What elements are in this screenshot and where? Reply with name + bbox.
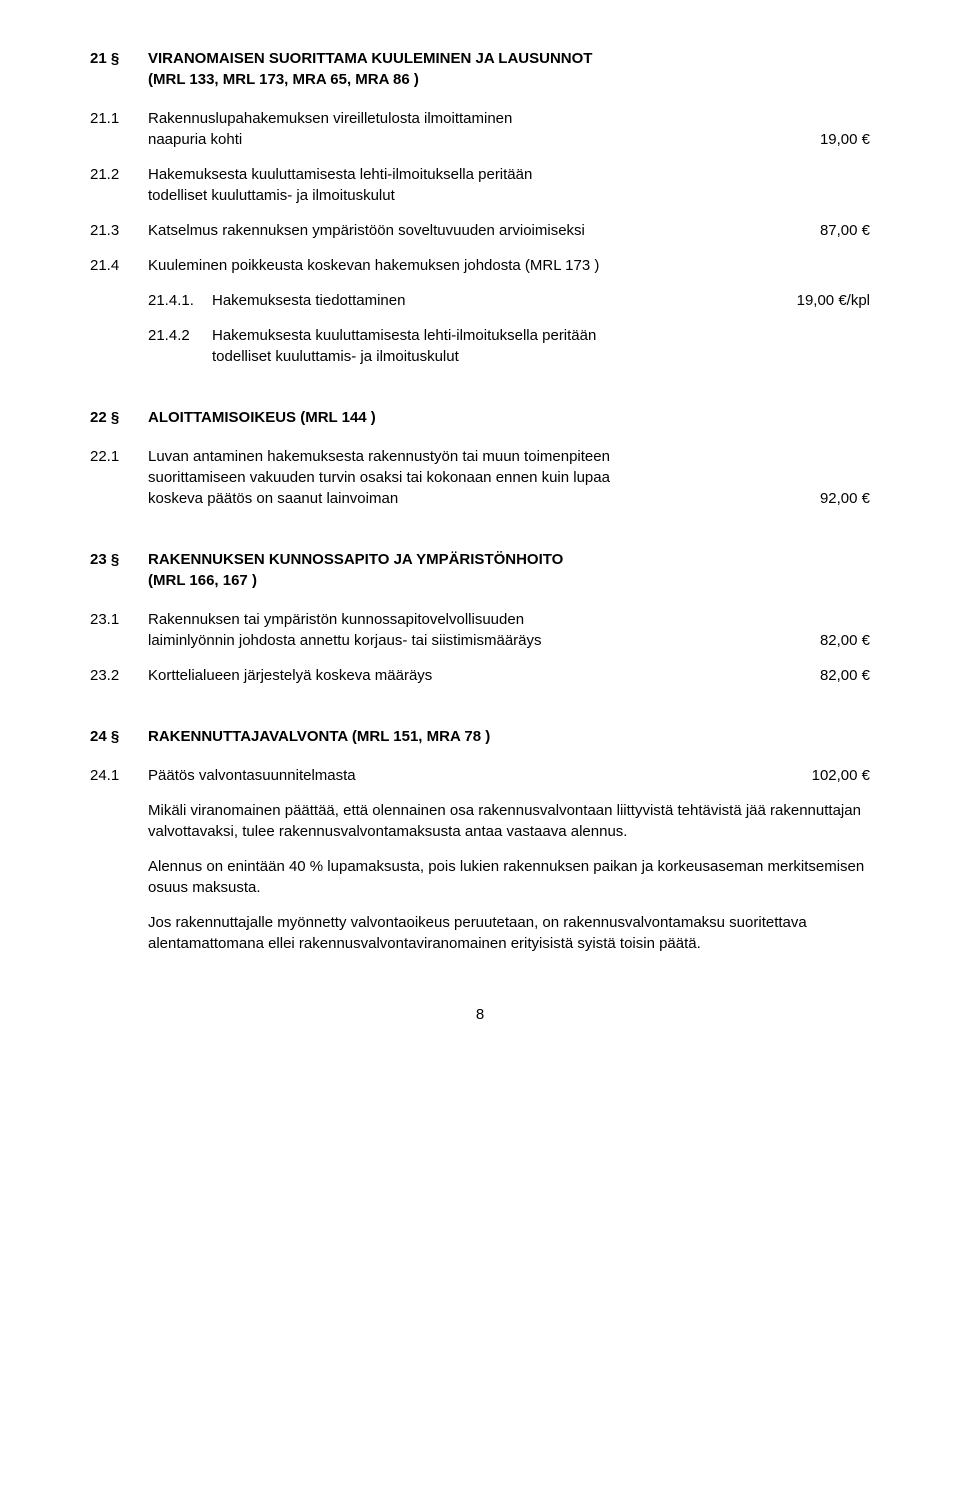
section-21-heading: 21 § VIRANOMAISEN SUORITTAMA KUULEMINEN … xyxy=(90,48,870,90)
item-num: 22.1 xyxy=(90,446,148,509)
section-title: VIRANOMAISEN SUORITTAMA KUULEMINEN JA LA… xyxy=(148,48,870,90)
item-price: 87,00 € xyxy=(770,220,870,241)
item-num: 23.1 xyxy=(90,609,148,651)
item-21-2: 21.2 Hakemuksesta kuuluttamisesta lehti-… xyxy=(90,164,870,206)
section-num: 23 § xyxy=(90,549,148,591)
paragraph: Jos rakennuttajalle myönnetty valvontaoi… xyxy=(148,912,870,954)
item-text: Hakemuksesta tiedottaminen xyxy=(212,290,770,311)
item-num: 23.2 xyxy=(90,665,148,686)
item-21-3: 21.3 Katselmus rakennuksen ympäristöön s… xyxy=(90,220,870,241)
section-num: 21 § xyxy=(90,48,148,90)
item-22-1: 22.1 Luvan antaminen hakemuksesta rakenn… xyxy=(90,446,870,509)
item-num: 21.1 xyxy=(90,108,148,150)
section-23: 23 § RAKENNUKSEN KUNNOSSAPITO JA YMPÄRIS… xyxy=(90,549,870,686)
section-22: 22 § ALOITTAMISOIKEUS (MRL 144 ) 22.1 Lu… xyxy=(90,407,870,509)
item-num: 21.2 xyxy=(90,164,148,206)
item-21-4: 21.4 Kuuleminen poikkeusta koskevan hake… xyxy=(90,255,870,276)
paragraph: Alennus on enintään 40 % lupamaksusta, p… xyxy=(148,856,870,898)
section-22-heading: 22 § ALOITTAMISOIKEUS (MRL 144 ) xyxy=(90,407,870,428)
section-num: 22 § xyxy=(90,407,148,428)
page-number: 8 xyxy=(90,1004,870,1025)
section-21: 21 § VIRANOMAISEN SUORITTAMA KUULEMINEN … xyxy=(90,48,870,367)
section-title: RAKENNUKSEN KUNNOSSAPITO JA YMPÄRISTÖNHO… xyxy=(148,549,870,591)
item-text: Rakennuslupahakemuksen vireilletulosta i… xyxy=(148,108,770,150)
section-24: 24 § RAKENNUTTAJAVALVONTA (MRL 151, MRA … xyxy=(90,726,870,954)
item-num: 24.1 xyxy=(90,765,148,786)
item-text: Kuuleminen poikkeusta koskevan hakemukse… xyxy=(148,255,770,276)
item-price: 19,00 € xyxy=(770,129,870,150)
item-num: 21.4 xyxy=(90,255,148,276)
item-24-1: 24.1 Päätös valvontasuunnitelmasta 102,0… xyxy=(90,765,870,786)
item-price: 82,00 € xyxy=(770,630,870,651)
item-21-4-1: 21.4.1. Hakemuksesta tiedottaminen 19,00… xyxy=(90,290,870,311)
item-23-2: 23.2 Korttelialueen järjestelyä koskeva … xyxy=(90,665,870,686)
item-num: 21.4.2 xyxy=(148,325,212,367)
item-text: Hakemuksesta kuuluttamisesta lehti-ilmoi… xyxy=(148,164,770,206)
item-21-1: 21.1 Rakennuslupahakemuksen vireilletulo… xyxy=(90,108,870,150)
item-price: 19,00 €/kpl xyxy=(770,290,870,311)
item-text: Katselmus rakennuksen ympäristöön sovelt… xyxy=(148,220,770,241)
item-text: Hakemuksesta kuuluttamisesta lehti-ilmoi… xyxy=(212,325,770,367)
paragraph: Mikäli viranomainen päättää, että olenna… xyxy=(148,800,870,842)
section-title: RAKENNUTTAJAVALVONTA (MRL 151, MRA 78 ) xyxy=(148,726,870,747)
section-23-heading: 23 § RAKENNUKSEN KUNNOSSAPITO JA YMPÄRIS… xyxy=(90,549,870,591)
item-price: 92,00 € xyxy=(770,488,870,509)
section-title: ALOITTAMISOIKEUS (MRL 144 ) xyxy=(148,407,870,428)
section-num: 24 § xyxy=(90,726,148,747)
item-num: 21.3 xyxy=(90,220,148,241)
section-24-paragraphs: Mikäli viranomainen päättää, että olenna… xyxy=(90,800,870,954)
section-24-heading: 24 § RAKENNUTTAJAVALVONTA (MRL 151, MRA … xyxy=(90,726,870,747)
item-text: Korttelialueen järjestelyä koskeva määrä… xyxy=(148,665,770,686)
item-23-1: 23.1 Rakennuksen tai ympäristön kunnossa… xyxy=(90,609,870,651)
item-21-4-2: 21.4.2 Hakemuksesta kuuluttamisesta leht… xyxy=(90,325,870,367)
item-text: Päätös valvontasuunnitelmasta xyxy=(148,765,770,786)
item-price: 82,00 € xyxy=(770,665,870,686)
item-price: 102,00 € xyxy=(770,765,870,786)
item-text: Rakennuksen tai ympäristön kunnossapitov… xyxy=(148,609,770,651)
item-num: 21.4.1. xyxy=(148,290,212,311)
item-text: Luvan antaminen hakemuksesta rakennustyö… xyxy=(148,446,770,509)
